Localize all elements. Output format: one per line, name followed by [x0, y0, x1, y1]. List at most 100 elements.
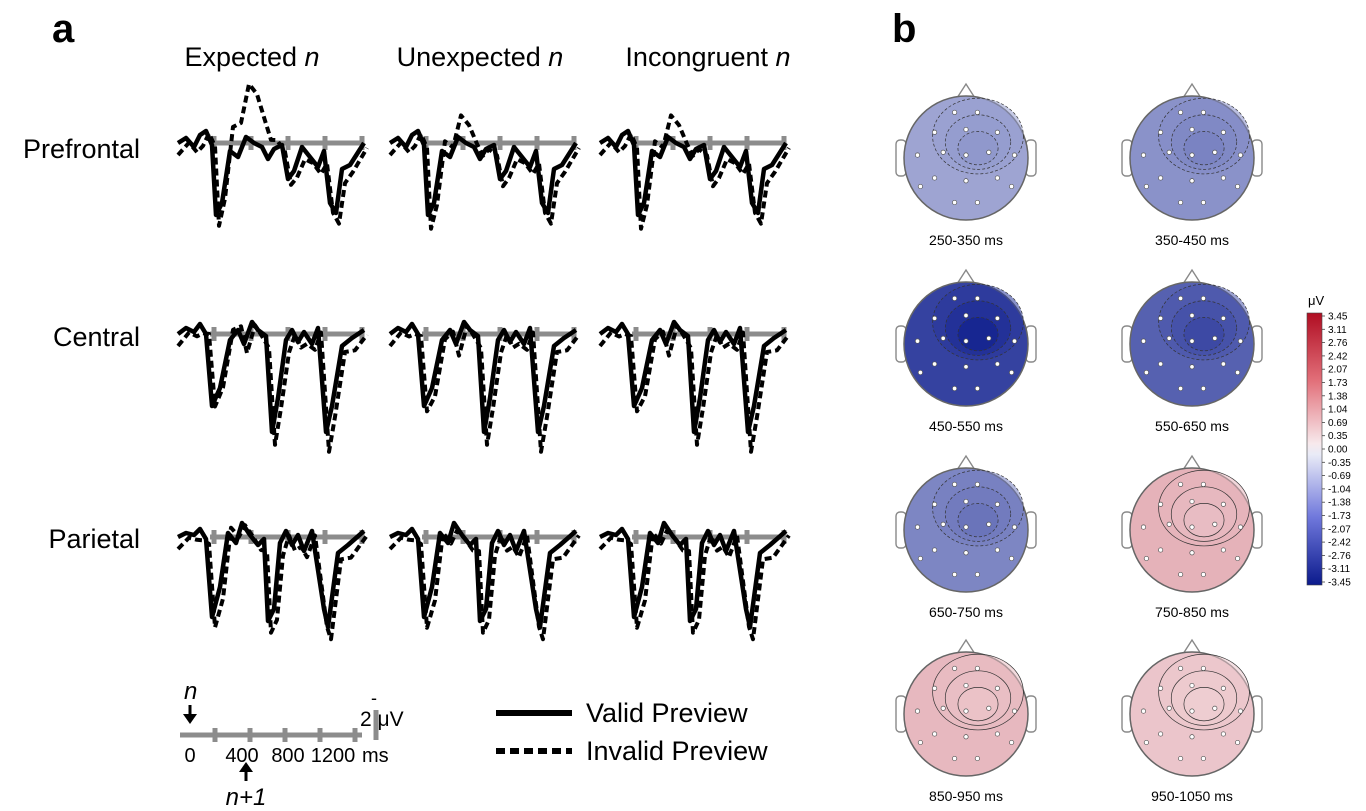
time-tick-400: 400 — [225, 745, 258, 767]
valid-preview-trace — [176, 319, 366, 435]
erp-plot-prefrontal-expected — [176, 82, 369, 228]
valid-preview-trace — [388, 520, 578, 630]
legend: Valid Preview Invalid Preview — [496, 698, 768, 766]
electrode — [1143, 369, 1149, 376]
legend-invalid-label: Invalid Preview — [586, 736, 768, 766]
electrode — [963, 364, 969, 370]
electrode — [1189, 524, 1195, 530]
electrode — [952, 109, 958, 115]
colorbar-tick-label: 3.45 — [1328, 312, 1348, 323]
topomap-label: 550-650 ms — [1155, 418, 1229, 434]
electrode — [914, 152, 921, 158]
electrode — [974, 571, 980, 578]
contour — [1183, 687, 1225, 722]
colorbar-tick-label: 3.11 — [1328, 325, 1347, 336]
valid-preview-trace — [598, 128, 788, 218]
colorbar-tick-label: 1.73 — [1328, 378, 1348, 389]
colorbar-tick-label: -1.04 — [1328, 484, 1351, 495]
valid-preview-trace — [598, 319, 788, 435]
onset-arrowhead-n — [183, 714, 197, 724]
electrode — [974, 109, 980, 115]
electrode — [963, 682, 969, 689]
electrode — [1220, 315, 1226, 321]
electrode — [974, 295, 980, 301]
electrode — [974, 481, 980, 487]
electrode — [1212, 335, 1218, 341]
electrode — [974, 385, 980, 392]
electrode — [940, 705, 946, 711]
electrode — [1178, 665, 1184, 671]
electrode — [963, 152, 969, 158]
colorbar: μV 3.45 3.11 2.76 2.42 2.07 1.73 1.38 1.04 0.69 0… — [1306, 293, 1351, 589]
erp-plot-central-incongruent — [598, 319, 791, 454]
colorbar-tick-label: -2.76 — [1328, 551, 1351, 562]
erp-grid — [176, 82, 791, 642]
electrode — [917, 183, 923, 190]
electrode — [986, 335, 992, 341]
valid-preview-trace — [388, 319, 578, 435]
electrode — [940, 521, 946, 527]
electrode — [1235, 739, 1241, 746]
electrode — [1237, 524, 1244, 530]
colorbar-tick-label: -1.73 — [1328, 511, 1351, 522]
electrode — [1189, 682, 1195, 689]
electrode — [1235, 369, 1241, 376]
electrode — [994, 175, 1000, 181]
colorbar-ticks: 3.45 3.11 2.76 2.42 2.07 1.73 1.38 1.04 0.69 0.35… — [1322, 312, 1351, 589]
electrode — [1189, 498, 1195, 505]
electrode — [1189, 126, 1195, 133]
electrode — [1220, 501, 1226, 507]
colorbar-tick-label: 0.35 — [1328, 431, 1348, 442]
electrode — [1178, 385, 1184, 392]
valid-preview-trace — [388, 128, 578, 218]
electrode — [952, 665, 958, 671]
colorbar-tick-label: 0.00 — [1328, 445, 1348, 456]
colorbar-tick-label: 2.42 — [1328, 351, 1348, 362]
electrode — [952, 295, 958, 301]
electrode — [1158, 685, 1164, 691]
electrode — [1220, 361, 1226, 367]
electrode — [932, 731, 938, 737]
electrode — [1212, 521, 1218, 527]
onset-marker-n1: n+1 — [226, 784, 267, 811]
electrode — [1212, 705, 1218, 711]
electrode — [932, 361, 938, 367]
electrode — [1200, 571, 1206, 578]
erp-plot-parietal-unexpected — [388, 520, 581, 642]
electrode — [1140, 708, 1147, 714]
electrode — [932, 501, 938, 507]
contour — [957, 131, 999, 166]
erp-plot-parietal-expected — [176, 520, 369, 642]
electrode — [1189, 364, 1195, 370]
electrode — [1189, 338, 1195, 344]
contour — [1183, 317, 1225, 352]
panel-a: a Expected n Unexpected n Incongruent n … — [23, 7, 791, 811]
electrode — [1140, 338, 1147, 344]
electrode — [1235, 183, 1241, 190]
topomaps: 250-350 ms 350-450 ms 450-550 ms 550-650 ms… — [895, 82, 1263, 804]
colorbar-tick-label: 1.38 — [1328, 391, 1348, 402]
electrode — [1200, 755, 1206, 762]
electrode — [1200, 385, 1206, 392]
electrode — [917, 369, 923, 376]
electrode — [1220, 547, 1226, 553]
electrode — [917, 555, 923, 562]
electrode — [1143, 739, 1149, 746]
topomap: 250-350 ms — [895, 82, 1037, 248]
electrode — [1143, 183, 1149, 190]
contour — [957, 687, 999, 722]
panel-a-label: a — [52, 7, 75, 51]
time-axis-ticks — [212, 728, 358, 742]
electrode — [1220, 129, 1226, 135]
electrode — [1200, 109, 1206, 115]
electrode — [952, 571, 958, 578]
electrode — [963, 178, 969, 184]
electrode — [952, 755, 958, 762]
electrode — [1220, 731, 1226, 737]
electrode — [994, 501, 1000, 507]
electrode — [1011, 708, 1018, 714]
electrode — [952, 199, 958, 206]
colorbar-tick-label: 0.69 — [1328, 418, 1348, 429]
electrode — [952, 481, 958, 487]
topomap: 850-950 ms — [895, 638, 1037, 804]
